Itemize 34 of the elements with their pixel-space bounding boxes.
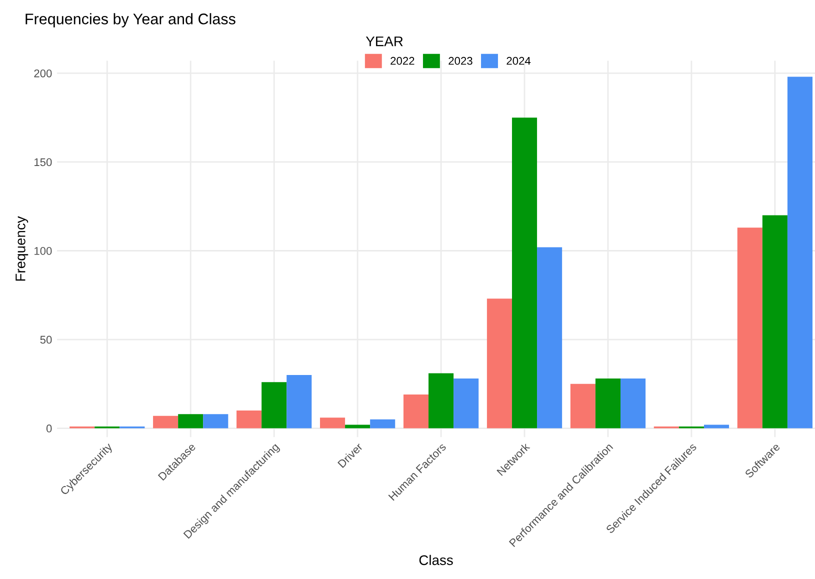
bar (320, 418, 346, 428)
legend-title: YEAR (366, 36, 403, 46)
legend-label: 2024 (506, 56, 531, 65)
bar (262, 382, 287, 428)
bar (762, 215, 788, 428)
bar (178, 414, 204, 428)
bar (486, 298, 512, 428)
bar (454, 378, 479, 428)
y-tick-label: 0 (46, 424, 52, 432)
bar (537, 247, 562, 428)
bar (286, 375, 312, 428)
y-tick-label: 100 (34, 247, 52, 255)
y-tick-label: 150 (34, 158, 52, 166)
y-tick-label: 50 (40, 336, 52, 344)
bar (570, 384, 596, 428)
chart-title: Frequencies by Year and Class (26, 13, 236, 28)
y-tick-label: 200 (34, 69, 52, 78)
bar (620, 378, 646, 428)
legend-label: 2023 (448, 56, 472, 65)
x-axis-title: Class (419, 554, 453, 566)
y-axis-title: Frequency (16, 216, 28, 281)
bar (153, 416, 178, 428)
legend-label: 2022 (390, 56, 414, 65)
bar (787, 76, 812, 428)
bar (737, 228, 762, 428)
bar (370, 419, 396, 428)
bar (428, 373, 454, 428)
bar (203, 414, 228, 428)
bar (595, 378, 621, 428)
bar (704, 424, 730, 428)
bar (403, 394, 429, 428)
bar (345, 424, 370, 428)
bar (512, 118, 538, 428)
bar (236, 410, 262, 428)
